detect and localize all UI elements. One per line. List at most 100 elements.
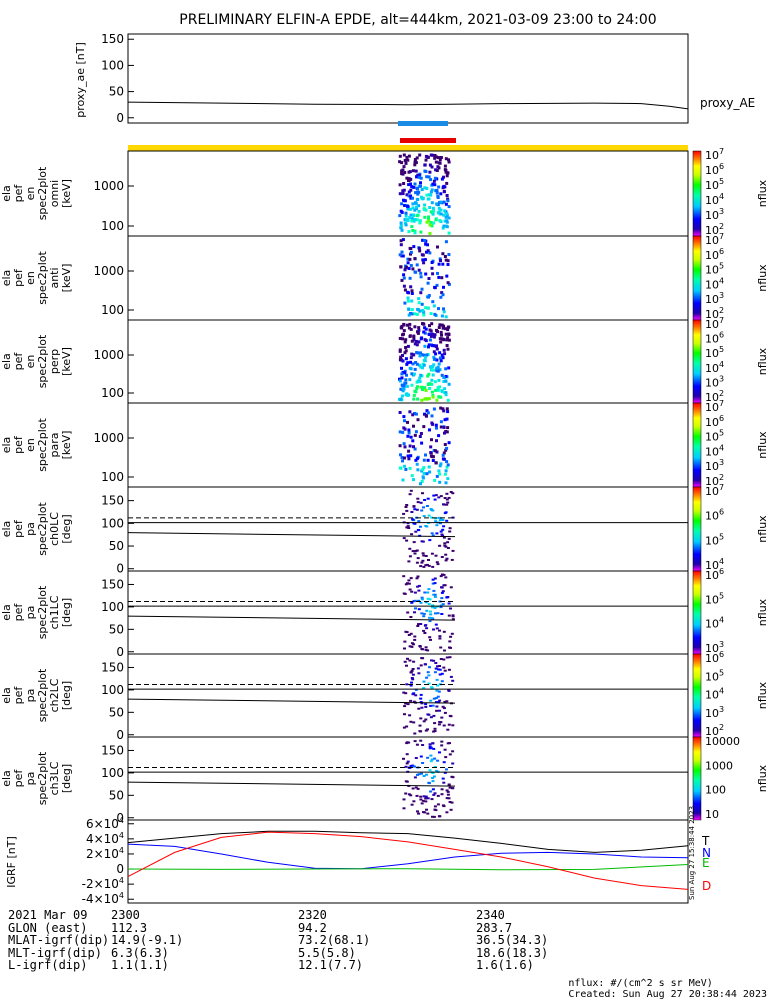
- heat-cell: [439, 259, 442, 263]
- heat-cell: [404, 214, 408, 218]
- heat-cell: [432, 355, 436, 359]
- heat-cell: [413, 638, 417, 641]
- heat-cell: [412, 692, 416, 695]
- heat-cell: [435, 689, 439, 692]
- heat-cell: [442, 184, 446, 188]
- ylabel-line: [keV]: [60, 347, 73, 376]
- colorbar: [692, 486, 702, 572]
- heat-cell: [440, 613, 444, 615]
- heat-cell: [424, 272, 428, 276]
- heat-cell: [401, 459, 404, 463]
- heat-cell: [441, 226, 445, 230]
- heat-cell: [439, 192, 443, 196]
- heat-cell: [440, 177, 444, 181]
- heat-cell: [434, 697, 438, 700]
- heat-cell: [445, 225, 449, 229]
- heat-cell: [443, 443, 447, 446]
- heat-cell: [433, 757, 437, 760]
- heat-cell: [413, 208, 417, 212]
- heat-cell: [425, 175, 429, 179]
- heat-cell: [433, 582, 437, 585]
- heat-cell: [412, 478, 415, 482]
- heat-cell: [436, 196, 440, 199]
- heat-cell: [417, 175, 421, 179]
- heat-cell: [445, 344, 449, 347]
- heat-cell: [442, 805, 446, 808]
- heat-cell: [450, 801, 454, 804]
- heat-cell: [420, 772, 423, 775]
- heat-cell: [399, 239, 403, 243]
- heat-cell: [419, 275, 423, 279]
- heat-cell: [407, 527, 411, 529]
- heat-cell: [406, 299, 410, 303]
- ylabel-line: pef: [12, 435, 25, 454]
- heat-cell: [424, 795, 428, 798]
- heat-cell: [427, 219, 431, 223]
- proxy-ae-ytick-label: 0: [116, 111, 124, 125]
- heat-cell: [399, 243, 403, 247]
- heat-cell: [445, 274, 449, 278]
- heat-cell: [443, 431, 446, 435]
- heat-cell: [410, 225, 414, 229]
- heat-cell: [437, 326, 441, 329]
- heat-cell: [426, 374, 430, 378]
- heat-cell: [410, 590, 414, 593]
- heat-cell: [429, 445, 433, 449]
- heat-cell: [440, 333, 443, 337]
- heat-cell: [444, 430, 448, 433]
- heat-cell: [444, 315, 448, 319]
- igrf-legend-t: T: [701, 834, 710, 848]
- colorbar-tick-label: 102: [705, 222, 724, 237]
- heat-cell: [430, 438, 433, 442]
- heat-cell: [423, 169, 427, 173]
- heat-cell: [428, 636, 432, 639]
- heat-cell: [436, 563, 440, 566]
- heat-cell: [424, 705, 428, 708]
- colorbar-tick-label: 104: [705, 360, 724, 375]
- heat-cell: [426, 249, 430, 253]
- heat-cell: [416, 192, 420, 196]
- footer-row: 2021 Mar 09 2300 2320 2340: [8, 909, 568, 922]
- heat-cell: [407, 154, 411, 158]
- heat-cell: [434, 623, 438, 626]
- heat-cell: [445, 557, 449, 560]
- heat-cell: [428, 620, 432, 623]
- heat-cell: [403, 371, 407, 375]
- heat-cell: [426, 281, 430, 285]
- heat-cell: [423, 811, 427, 814]
- heat-cell: [407, 170, 411, 174]
- heat-cell: [412, 245, 416, 249]
- heat-cell: [446, 398, 450, 402]
- heat-cell: [406, 207, 410, 211]
- heat-cell: [425, 609, 429, 612]
- heat-cell: [433, 478, 437, 482]
- heat-cell: [442, 525, 446, 528]
- heat-cell: [413, 433, 417, 437]
- heat-cell: [409, 489, 413, 492]
- heat-cell: [436, 612, 440, 615]
- heat-cell: [422, 687, 426, 690]
- heat-cell: [423, 326, 427, 330]
- heat-cell: [440, 672, 444, 675]
- ylabel-line: spec2plot: [36, 585, 49, 639]
- heat-cell: [416, 810, 419, 813]
- heat-cell: [421, 476, 425, 480]
- spectrogram-panel-ela_pef_en_spec2plot_anti: 1001000elapefenspec2plotanti[keV]1021031…: [0, 232, 769, 321]
- heat-cell: [406, 657, 409, 660]
- heat-cell: [439, 530, 443, 533]
- ylabel-line: en: [24, 271, 37, 285]
- heat-cell: [442, 409, 446, 413]
- footer-row-value: 1.6(1.6): [476, 958, 534, 972]
- heat-cell: [421, 762, 425, 764]
- heat-cell: [406, 760, 410, 763]
- heat-cell: [439, 425, 443, 429]
- heat-cell: [447, 783, 451, 786]
- heat-cell: [419, 623, 423, 625]
- heat-cell: [433, 727, 437, 730]
- footer-row-label: MLAT-igrf(dip): [8, 933, 110, 947]
- heat-cell: [441, 407, 445, 411]
- heat-cell: [422, 554, 426, 557]
- heat-cell: [446, 325, 450, 329]
- heat-cell: [447, 382, 451, 386]
- heat-cell: [402, 575, 406, 578]
